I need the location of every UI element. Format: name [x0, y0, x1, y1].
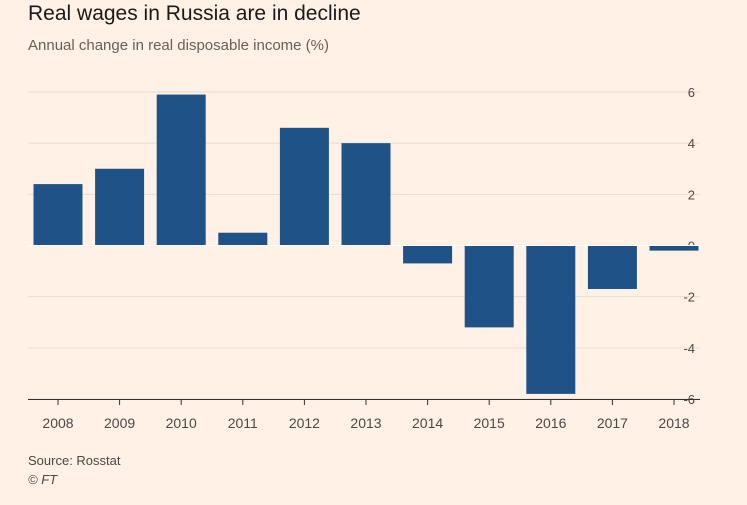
bar: [526, 245, 576, 394]
bar: [95, 168, 145, 246]
bar: [279, 127, 329, 246]
x-tick-label: 2013: [350, 415, 381, 431]
x-tick-label: 2008: [42, 415, 73, 431]
x-tick-label: 2009: [104, 415, 135, 431]
bar: [341, 143, 391, 246]
x-tick-label: 2017: [597, 415, 628, 431]
x-tick-label: 2012: [289, 415, 320, 431]
chart-subtitle: Annual change in real disposable income …: [28, 37, 330, 54]
x-tick-label: 2011: [228, 415, 258, 431]
source-note: Source: Rosstat: [28, 453, 121, 468]
y-tick-label: -4: [683, 341, 695, 356]
bar: [649, 245, 699, 251]
x-tick-label: 2018: [658, 415, 689, 431]
y-tick-label: 2: [688, 187, 695, 202]
bar-chart: 6420-2-4-6200820092010201120122013201420…: [28, 85, 700, 431]
bar: [587, 245, 637, 289]
y-tick-label: 6: [688, 85, 695, 100]
y-tick-label: -2: [683, 290, 695, 305]
bar: [156, 94, 206, 246]
x-tick-label: 2014: [412, 415, 443, 431]
y-tick-label: 4: [688, 136, 695, 151]
x-tick-label: 2016: [535, 415, 566, 431]
bar: [218, 232, 268, 246]
chart-title: Real wages in Russia are in decline: [28, 2, 361, 25]
credit-note: © FT: [28, 472, 58, 487]
x-tick-label: 2015: [474, 415, 505, 431]
bar: [464, 245, 514, 328]
bar: [33, 184, 83, 246]
bar: [403, 245, 453, 264]
x-tick-label: 2010: [166, 415, 197, 431]
